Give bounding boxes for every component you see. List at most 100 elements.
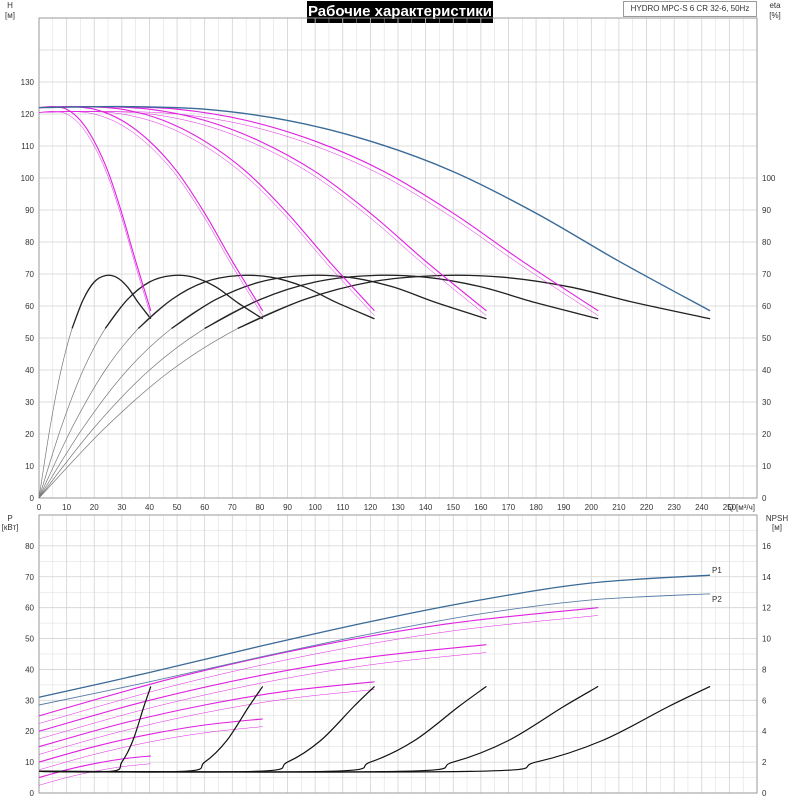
power-curve-p2 xyxy=(38,593,711,706)
y2-tick-label: 70 xyxy=(762,270,771,279)
head-curve xyxy=(38,106,152,311)
npsh-tick-label: 8 xyxy=(762,665,767,674)
x-tick-label: 50 xyxy=(173,503,182,512)
efficiency-curve-max xyxy=(38,274,375,499)
x-tick-label: 170 xyxy=(502,503,516,512)
y2-axis-unit: [%] xyxy=(769,11,781,20)
y-tick-label: 60 xyxy=(25,302,34,311)
npsh-tick-label: 12 xyxy=(762,604,771,613)
y-tick-label: 30 xyxy=(25,398,34,407)
npsh-tick-label: 14 xyxy=(762,573,771,582)
npsh-tick-label: 16 xyxy=(762,542,771,551)
y-tick-label: 110 xyxy=(21,142,34,151)
x-tick-label: 110 xyxy=(336,503,349,512)
x-tick-label: 230 xyxy=(667,503,681,512)
x-tick-label: 90 xyxy=(283,503,292,512)
legend-label-p2: P2 xyxy=(712,595,722,604)
efficiency-curve xyxy=(71,274,152,329)
power-curve xyxy=(38,755,151,779)
x-tick-label: 190 xyxy=(557,503,571,512)
efficiency-curve-max xyxy=(38,274,487,499)
head-curve-min xyxy=(38,111,487,316)
y2-tick-label: 20 xyxy=(762,430,771,439)
efficiency-curve-max xyxy=(38,274,711,499)
x-tick-label: 40 xyxy=(145,503,154,512)
x-tick-label: 30 xyxy=(117,503,126,512)
y2-tick-label: 60 xyxy=(762,302,771,311)
y2-tick-label: 90 xyxy=(762,206,771,215)
npsh-tick-label: 4 xyxy=(762,727,767,736)
x-tick-label: 180 xyxy=(529,503,543,512)
p-tick-label: 60 xyxy=(25,604,34,613)
x-tick-label: 150 xyxy=(447,503,461,512)
efficiency-curve xyxy=(104,274,264,329)
x-tick-label: 250 xyxy=(723,503,737,512)
p-tick-label: 40 xyxy=(25,665,34,674)
x-tick-label: 210 xyxy=(612,503,626,512)
y-tick-label: 120 xyxy=(21,110,35,119)
y2-tick-label: 80 xyxy=(762,238,771,247)
x-tick-label: 60 xyxy=(200,503,209,512)
npsh-axis-unit: [м] xyxy=(772,523,782,532)
efficiency-curve xyxy=(137,274,375,329)
y2-tick-label: 50 xyxy=(762,334,771,343)
bottom-panel-frame xyxy=(38,514,758,794)
y-tick-label: 10 xyxy=(25,462,34,471)
curve-layer xyxy=(38,105,711,786)
x-tick-label: 10 xyxy=(62,503,71,512)
y-tick-label: 90 xyxy=(25,206,34,215)
power-curve-min xyxy=(38,615,599,724)
head-curve-min xyxy=(38,111,599,316)
x-tick-label: 200 xyxy=(585,503,599,512)
npsh-curve xyxy=(38,685,375,773)
x-tick-label: 0 xyxy=(37,503,42,512)
p-axis-unit: [кВт] xyxy=(2,523,19,532)
y2-tick-label: 10 xyxy=(762,462,771,471)
power-curve-min xyxy=(38,689,375,755)
power-curve-min xyxy=(38,763,151,786)
p-tick-label: 70 xyxy=(25,573,34,582)
y-tick-label: 80 xyxy=(25,238,34,247)
p-tick-label: 80 xyxy=(25,542,34,551)
y-tick-label: 100 xyxy=(21,174,35,183)
y-tick-label: 20 xyxy=(25,430,34,439)
p-tick-label: 0 xyxy=(30,789,35,798)
x-tick-label: 20 xyxy=(90,503,99,512)
head-curve xyxy=(38,106,487,312)
x-tick-label: 240 xyxy=(695,503,709,512)
y2-tick-label: 0 xyxy=(762,494,767,503)
y-tick-label: 50 xyxy=(25,334,34,343)
head-curve xyxy=(38,106,264,312)
npsh-tick-label: 10 xyxy=(762,635,771,644)
p-tick-label: 50 xyxy=(25,635,34,644)
npsh-tick-label: 6 xyxy=(762,696,767,705)
efficiency-curve xyxy=(171,274,487,329)
power-curve-p1 xyxy=(38,574,711,698)
p-tick-label: 20 xyxy=(25,727,34,736)
y2-tick-label: 30 xyxy=(762,398,771,407)
y-axis-label: H xyxy=(7,1,13,10)
legend-label-p1: P1 xyxy=(712,566,722,575)
x-axis-label: Q [м³/ч] xyxy=(728,503,755,512)
x-tick-label: 140 xyxy=(419,503,433,512)
efficiency-curve-max xyxy=(38,274,599,499)
power-curve xyxy=(38,718,263,763)
npsh-axis-label: NPSH xyxy=(766,514,788,523)
y2-axis-label: eta xyxy=(769,1,781,10)
head-curve-max xyxy=(38,105,711,312)
top-panel-frame xyxy=(38,17,758,499)
x-tick-label: 220 xyxy=(640,503,654,512)
power-curve-min xyxy=(38,726,263,771)
power-curve xyxy=(38,644,487,732)
head-curve xyxy=(38,106,599,312)
y2-tick-label: 40 xyxy=(762,366,771,375)
npsh-curve xyxy=(38,685,487,773)
pump-model-label: HYDRO MPC-S 6 CR 32-6, 50Hz xyxy=(623,1,757,17)
npsh-curve xyxy=(38,685,711,773)
power-curve xyxy=(38,681,375,748)
x-tick-label: 120 xyxy=(364,503,378,512)
npsh-tick-label: 2 xyxy=(762,758,767,767)
y-tick-label: 70 xyxy=(25,270,34,279)
